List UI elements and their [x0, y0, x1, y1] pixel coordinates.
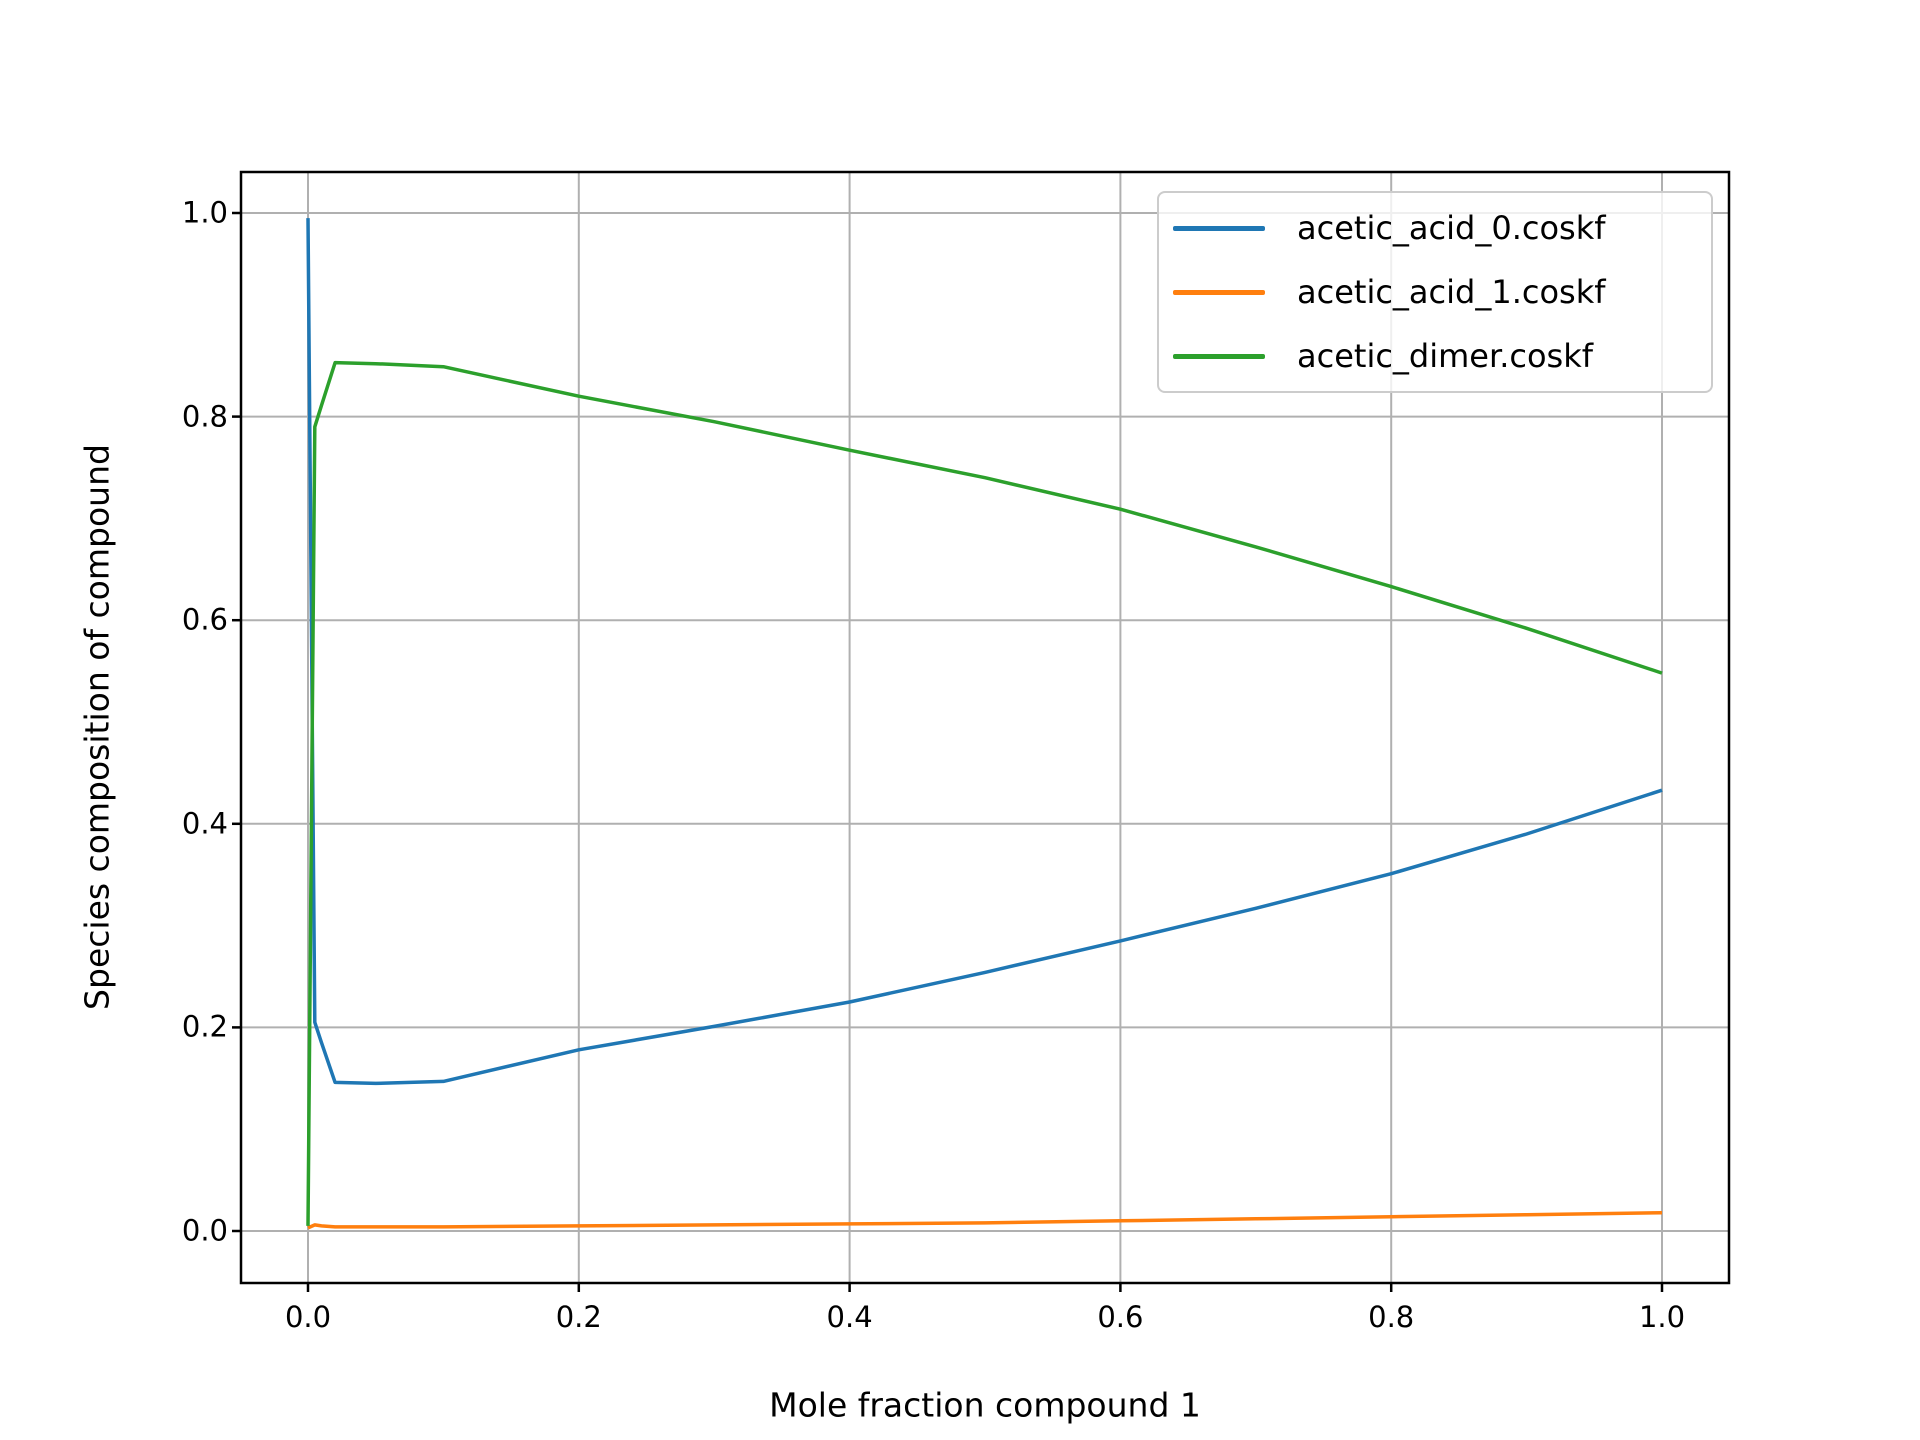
x-tick-label: 0.4 [826, 1300, 873, 1334]
y-tick-label: 1.0 [181, 195, 228, 230]
y-tick-label: 0.8 [181, 399, 228, 434]
x-tick-label: 0.0 [284, 1300, 332, 1334]
series-line-acetic_acid_1-coskf [307, 1210, 1663, 1230]
y-tick-label: 0.2 [181, 1009, 228, 1044]
legend: acetic_acid_0.coskf acetic_acid_1.coskf … [1157, 191, 1713, 393]
y-axis-label: Species composition of compound [77, 444, 117, 1010]
y-tick-label: 0.4 [181, 806, 228, 841]
legend-item: acetic_acid_1.coskf [1173, 260, 1711, 324]
series-line-acetic_dimer-coskf [306, 360, 1663, 1226]
y-tick-label: 0.6 [181, 602, 228, 637]
legend-label: acetic_dimer.coskf [1297, 337, 1594, 375]
legend-label: acetic_acid_0.coskf [1297, 209, 1606, 247]
x-axis-label: Mole fraction compound 1 [769, 1385, 1201, 1425]
axes-frame [239, 170, 1731, 1285]
x-tick-label: 1.0 [1638, 1300, 1686, 1334]
legend-swatch-acetic-acid-0 [1173, 225, 1265, 231]
legend-item: acetic_dimer.coskf [1173, 324, 1711, 388]
legend-swatch-acetic-acid-1 [1173, 289, 1265, 295]
legend-swatch-acetic-dimer [1173, 353, 1265, 359]
legend-label: acetic_acid_1.coskf [1297, 273, 1606, 311]
x-tick-label: 0.6 [1097, 1300, 1144, 1334]
legend-item: acetic_acid_0.coskf [1173, 196, 1711, 260]
x-tick-label: 0.8 [1368, 1300, 1415, 1334]
series-line-acetic_acid_0-coskf [306, 218, 1663, 1086]
x-tick-label: 0.2 [555, 1300, 602, 1334]
y-tick-label: 0.0 [181, 1213, 228, 1248]
